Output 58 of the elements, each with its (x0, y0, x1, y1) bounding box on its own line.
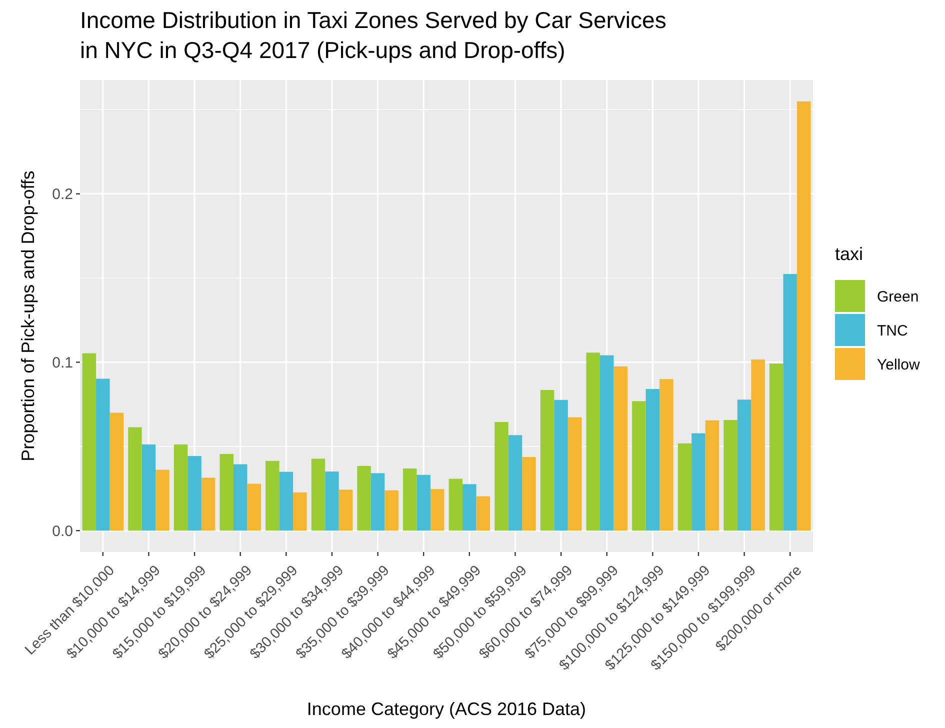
y-axis-title: Proportion of Pick-ups and Drop-offs (18, 170, 38, 462)
x-axis-title: Income Category (ACS 2016 Data) (306, 699, 586, 719)
bar (416, 474, 430, 531)
bar (82, 353, 96, 531)
bar (660, 379, 674, 531)
bar (632, 401, 646, 531)
bar (554, 400, 568, 531)
bar (402, 468, 417, 531)
bar (384, 490, 398, 531)
bar (783, 274, 797, 531)
bar (751, 360, 765, 531)
bar (96, 378, 110, 531)
bar (311, 458, 326, 531)
bar (678, 443, 692, 531)
bar (508, 435, 522, 531)
bar (325, 472, 339, 531)
legend-label: TNC (877, 322, 908, 340)
bar (220, 454, 234, 531)
bar (586, 352, 600, 531)
bar (600, 355, 614, 531)
bar (568, 417, 582, 531)
bar (522, 457, 536, 531)
bar (448, 478, 463, 531)
legend-title: taxi (835, 244, 864, 264)
bar (705, 420, 720, 531)
legend-label: Yellow (877, 356, 920, 374)
bar (266, 460, 280, 531)
chart-title: Income Distribution in Taxi Zones Served by Car Services in NYC in Q3-Q4 2017 (Pick-ups and Drop-offs) (80, 7, 666, 63)
bar (338, 490, 353, 531)
bar (188, 456, 202, 531)
bar (540, 390, 554, 531)
y-tick-label: 0.1 (52, 354, 73, 372)
bar (692, 433, 706, 531)
bar (247, 484, 261, 531)
bar (201, 478, 216, 531)
bar (233, 464, 248, 531)
bar (430, 489, 444, 531)
bar (462, 484, 476, 531)
bar (796, 101, 811, 531)
bar (769, 364, 784, 531)
y-tick-label: 0.0 (52, 522, 73, 540)
bar (357, 466, 371, 531)
legend-label: Green (877, 288, 919, 306)
bar (476, 496, 490, 531)
bar (156, 470, 170, 531)
bar (494, 422, 508, 531)
bar (646, 388, 660, 531)
bar (724, 420, 738, 531)
bar (110, 412, 124, 531)
bar (174, 444, 188, 531)
y-tick-label: 0.2 (52, 186, 73, 204)
bar (128, 427, 142, 531)
bar (370, 473, 385, 531)
bar (614, 366, 628, 531)
bar (737, 400, 752, 531)
bar (293, 492, 307, 531)
bar (142, 444, 156, 531)
bar (279, 472, 294, 531)
